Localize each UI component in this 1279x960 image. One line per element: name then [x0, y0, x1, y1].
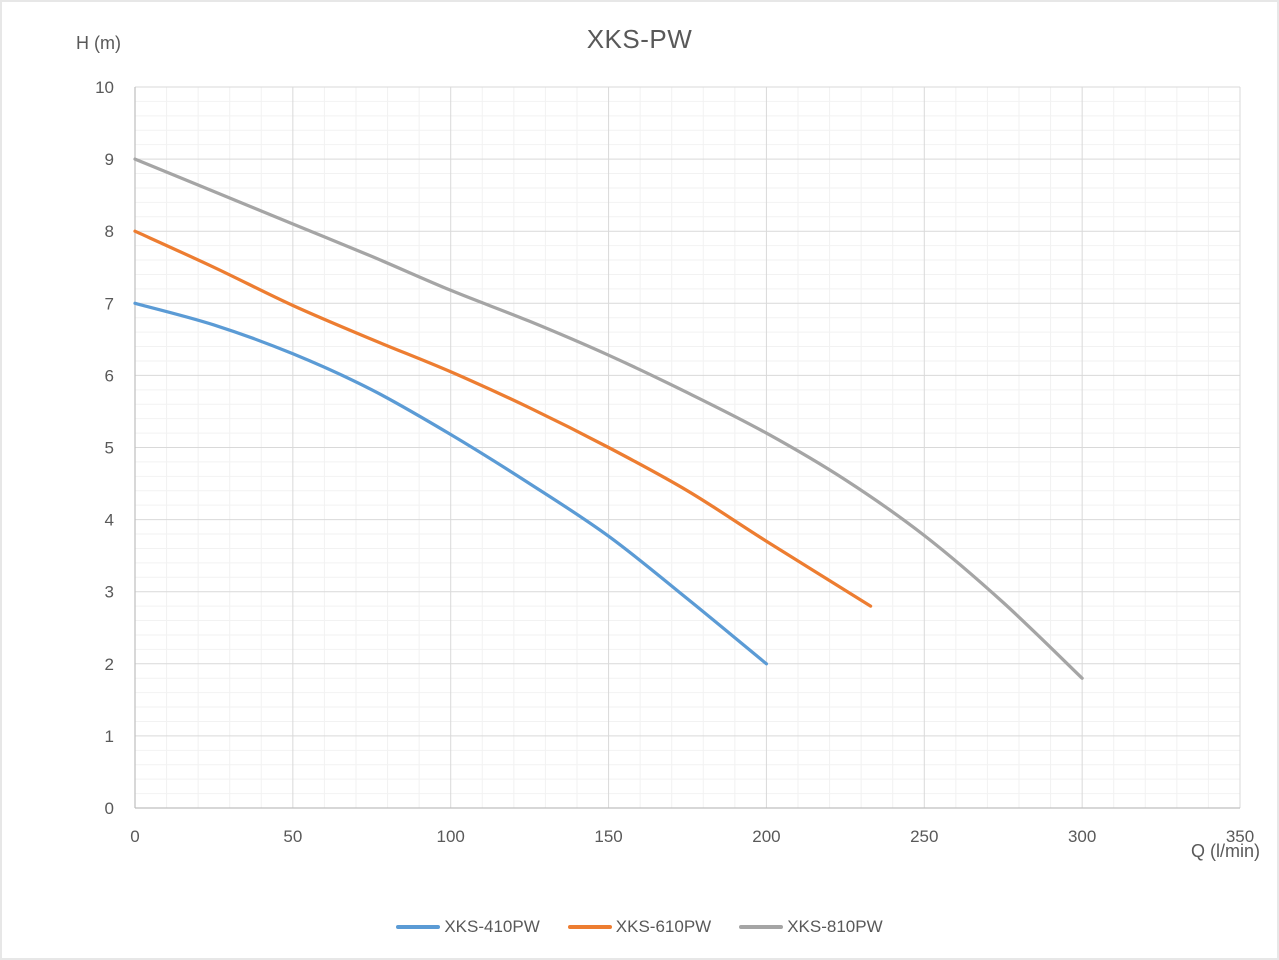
- y-tick-label: 7: [105, 294, 114, 313]
- x-tick-label: 50: [283, 827, 302, 846]
- legend-item-xks-610pw: XKS-610PW: [567, 915, 712, 939]
- y-tick-label: 10: [95, 78, 114, 97]
- y-tick-label: 4: [105, 511, 114, 530]
- legend-item-xks-810pw: XKS-810PW: [739, 915, 883, 939]
- legend-label: XKS-410PW: [444, 917, 540, 936]
- legend-label: XKS-810PW: [787, 917, 883, 936]
- chart-title: XKS-PW: [586, 24, 693, 54]
- x-axis-title: Q (l/min): [1191, 841, 1260, 861]
- legend-swatch: [739, 925, 784, 929]
- x-tick-label: 100: [437, 827, 465, 846]
- x-tick-label: 0: [130, 827, 139, 846]
- y-tick-label: 2: [105, 655, 114, 674]
- legend-item-xks-410pw: XKS-410PW: [396, 915, 540, 939]
- y-tick-label: 9: [105, 150, 114, 169]
- series-line-xks-810pw: [133, 157, 1084, 680]
- y-tick-label: 8: [105, 222, 114, 241]
- y-tick-label: 6: [105, 366, 114, 385]
- y-axis-title: H (m): [76, 33, 121, 53]
- legend-swatch: [396, 925, 441, 929]
- y-tick-label: 0: [105, 799, 114, 818]
- legend-label: XKS-610PW: [615, 917, 712, 936]
- legend-swatch: [567, 925, 612, 929]
- y-tick-label: 1: [105, 727, 114, 746]
- x-tick-label: 200: [752, 827, 780, 846]
- x-tick-label: 250: [910, 827, 938, 846]
- x-tick-label: 350: [1226, 827, 1254, 846]
- y-tick-label: 5: [105, 439, 114, 458]
- series-line-xks-410pw: [133, 301, 769, 666]
- legend: XKS-410PW XKS-610PW XKS-810PW: [2, 915, 1277, 939]
- series-line-xks-610pw: [133, 229, 873, 608]
- y-tick-label: 3: [105, 583, 114, 602]
- x-tick-label: 300: [1068, 827, 1096, 846]
- x-tick-label: 150: [594, 827, 622, 846]
